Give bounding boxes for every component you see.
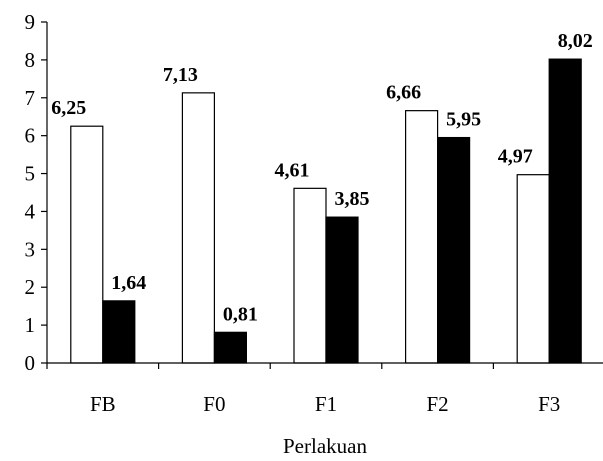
value-label-series1-fb: 6,25 bbox=[51, 97, 86, 119]
y-tick-label-9: 9 bbox=[25, 10, 36, 34]
category-label-fb: FB bbox=[90, 392, 116, 416]
bars-layer bbox=[70, 58, 582, 364]
labels-layer: 6,25 1,64 FB 7,13 0,81 F0 4,61 3,85 F1 6,66 5,95 F2… bbox=[25, 10, 593, 416]
y-tick-label-1: 1 bbox=[25, 313, 36, 337]
y-tick-label-7: 7 bbox=[25, 86, 36, 110]
value-label-series1-f0: 7,13 bbox=[163, 64, 198, 86]
bar-series1-f3 bbox=[516, 174, 550, 364]
value-label-series2-fb: 1,64 bbox=[111, 272, 146, 294]
value-label-series2-f0: 0,81 bbox=[223, 303, 258, 325]
bar-series1-f2 bbox=[405, 110, 439, 364]
value-label-series2-f2: 5,95 bbox=[446, 109, 481, 131]
bar-series2-f1 bbox=[325, 216, 359, 364]
category-label-f1: F1 bbox=[315, 392, 337, 416]
value-label-series1-f2: 6,66 bbox=[386, 82, 421, 104]
y-tick-label-8: 8 bbox=[25, 48, 36, 72]
y-tick-label-6: 6 bbox=[25, 124, 36, 148]
bar-series1-f1 bbox=[293, 187, 327, 364]
x-axis-title: Perlakuan bbox=[283, 434, 367, 458]
axes-layer bbox=[41, 21, 603, 369]
y-tick-label-2: 2 bbox=[25, 275, 36, 299]
y-tick-label-3: 3 bbox=[25, 237, 36, 261]
value-label-series2-f3: 8,02 bbox=[558, 30, 593, 52]
category-label-f0: F0 bbox=[203, 392, 225, 416]
bar-series2-fb bbox=[102, 300, 136, 364]
y-tick-label-5: 5 bbox=[25, 162, 36, 186]
value-label-series2-f1: 3,85 bbox=[335, 188, 370, 210]
bar-series1-fb bbox=[70, 125, 104, 364]
y-tick-label-0: 0 bbox=[25, 351, 36, 375]
y-tick-label-4: 4 bbox=[25, 199, 36, 223]
bar-series2-f3 bbox=[548, 58, 582, 364]
bar-series2-f0 bbox=[213, 331, 247, 364]
category-label-f3: F3 bbox=[538, 392, 560, 416]
category-label-f2: F2 bbox=[427, 392, 449, 416]
bar-series2-f2 bbox=[437, 136, 471, 364]
bar-series1-f0 bbox=[181, 92, 215, 364]
value-label-series1-f3: 4,97 bbox=[498, 146, 533, 168]
value-label-series1-f1: 4,61 bbox=[275, 159, 310, 181]
